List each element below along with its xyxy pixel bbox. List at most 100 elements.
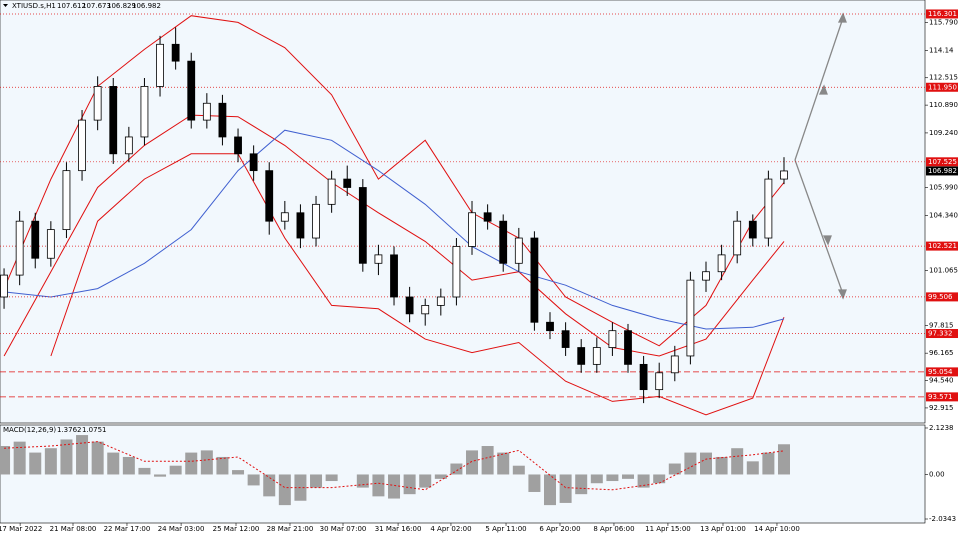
candle-body bbox=[405, 296, 414, 315]
candle-body bbox=[265, 170, 274, 222]
candle-body bbox=[78, 119, 86, 172]
candle-body bbox=[187, 60, 196, 121]
macd-bar bbox=[622, 474, 635, 479]
level-label-bg bbox=[926, 9, 958, 19]
level-label-bg bbox=[926, 392, 958, 402]
candle-body bbox=[530, 237, 539, 323]
macd-bar bbox=[310, 474, 323, 488]
macd-bar bbox=[13, 441, 26, 475]
indicator-line bbox=[3, 15, 785, 347]
macd-bar bbox=[653, 474, 666, 484]
y-tick-label: 115.790 bbox=[929, 19, 958, 27]
candle-body bbox=[733, 220, 742, 256]
candle-body bbox=[140, 86, 149, 138]
x-tick-label: 30 Mar 07:00 bbox=[320, 525, 367, 533]
candle-body bbox=[234, 136, 242, 155]
candle-body bbox=[109, 86, 118, 155]
candle-body bbox=[358, 187, 367, 264]
x-tick-label: 31 Mar 16:00 bbox=[375, 525, 422, 533]
level-label: 95.054 bbox=[928, 368, 953, 376]
macd-bar bbox=[169, 465, 182, 475]
macd-bar bbox=[91, 441, 104, 475]
y-tick-label: 105.990 bbox=[929, 184, 958, 192]
candle-body bbox=[764, 178, 773, 239]
candle-body bbox=[686, 279, 695, 357]
candle-body bbox=[624, 330, 632, 365]
level-label-bg bbox=[926, 82, 958, 92]
y-tick-label: 110.890 bbox=[929, 101, 958, 109]
candle-body bbox=[218, 102, 227, 138]
macd-bar bbox=[746, 461, 759, 475]
y-tick-label: 97.815 bbox=[929, 321, 954, 329]
macd-bar bbox=[247, 474, 260, 486]
macd-bar bbox=[388, 474, 401, 499]
candle-body bbox=[0, 274, 8, 298]
candle-body bbox=[15, 220, 24, 276]
macd-bar bbox=[762, 452, 775, 475]
indicator-line bbox=[4, 129, 785, 330]
x-tick-label: 11 Apr 15:00 bbox=[645, 525, 691, 533]
level-label: 107.525 bbox=[928, 158, 957, 166]
candle-body bbox=[436, 296, 445, 306]
candle-body bbox=[577, 347, 586, 365]
candle-body bbox=[468, 212, 476, 247]
macd-bar bbox=[372, 474, 385, 497]
macd-title: MACD(12,26,9) bbox=[3, 426, 56, 434]
level-label: 102.521 bbox=[928, 242, 957, 250]
y-tick-label: 94.540 bbox=[929, 377, 954, 385]
macd-bar bbox=[216, 456, 229, 475]
level-label: 97.332 bbox=[928, 330, 953, 338]
macd-bar bbox=[528, 474, 541, 492]
macd-bar bbox=[325, 474, 338, 482]
macd-bar bbox=[731, 448, 744, 475]
macd-bar bbox=[481, 446, 494, 475]
x-tick-label: 5 Apr 11:00 bbox=[485, 525, 526, 533]
y-tick-label: 109.240 bbox=[929, 129, 958, 137]
candle-body bbox=[343, 178, 352, 188]
level-label-bg bbox=[926, 367, 958, 377]
level-label-bg bbox=[926, 241, 958, 251]
y-tick-label: 104.340 bbox=[929, 211, 958, 219]
header-value: 106.982 bbox=[132, 2, 161, 10]
macd-bar bbox=[637, 474, 650, 488]
level-label: 99.506 bbox=[928, 293, 953, 301]
y-tick-label: 2.1238 bbox=[929, 424, 954, 432]
y-tick-label: 96.165 bbox=[929, 349, 954, 357]
macd-bar bbox=[60, 439, 73, 475]
level-label: 111.950 bbox=[928, 83, 957, 91]
candle-body bbox=[717, 254, 726, 273]
macd-bar bbox=[403, 474, 416, 495]
candle-body bbox=[670, 355, 679, 374]
macd-bar bbox=[76, 435, 89, 475]
candle-body bbox=[702, 271, 710, 281]
indicator-line bbox=[3, 114, 785, 357]
candle-body bbox=[171, 43, 180, 62]
level-label-bg bbox=[926, 292, 958, 302]
macd-bar bbox=[512, 465, 525, 475]
macd-bar bbox=[107, 452, 120, 475]
candle-body bbox=[452, 246, 461, 298]
chart-title: XTIUSD.s,H1 bbox=[12, 2, 56, 10]
macd-bar bbox=[450, 463, 463, 475]
x-tick-label: 4 Apr 02:00 bbox=[430, 525, 471, 533]
x-tick-label: 21 Mar 08:00 bbox=[50, 525, 97, 533]
candle-body bbox=[421, 305, 430, 315]
macd-bar bbox=[0, 446, 11, 475]
y-tick-label: 112.515 bbox=[929, 74, 958, 82]
candle-body bbox=[249, 153, 258, 172]
candle-body bbox=[780, 170, 788, 180]
x-tick-label: 17 Mar 2022 bbox=[0, 525, 42, 533]
candle-body bbox=[592, 347, 601, 365]
x-tick-label: 13 Apr 01:00 bbox=[700, 525, 746, 533]
candle-body bbox=[748, 220, 757, 239]
header-value: 1.0751 bbox=[82, 426, 107, 434]
macd-bar bbox=[356, 474, 369, 488]
candle-body bbox=[499, 220, 508, 264]
macd-bar bbox=[668, 463, 681, 475]
x-tick-label: 25 Mar 12:00 bbox=[213, 525, 260, 533]
level-label-bg bbox=[926, 329, 958, 339]
macd-bar bbox=[278, 474, 291, 506]
macd-bar bbox=[44, 448, 57, 475]
macd-bar bbox=[544, 474, 557, 506]
